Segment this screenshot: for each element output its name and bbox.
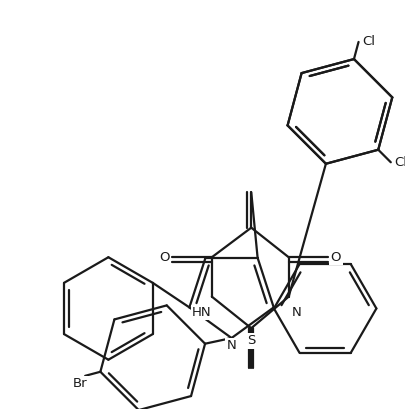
Text: S: S — [247, 335, 255, 347]
Text: N: N — [226, 339, 236, 352]
Text: O: O — [330, 251, 340, 264]
Text: Cl: Cl — [393, 156, 405, 169]
Text: O: O — [159, 251, 169, 264]
Text: HN: HN — [192, 306, 211, 319]
Text: Cl: Cl — [361, 35, 374, 49]
Text: N: N — [291, 306, 301, 319]
Text: Br: Br — [73, 377, 87, 390]
